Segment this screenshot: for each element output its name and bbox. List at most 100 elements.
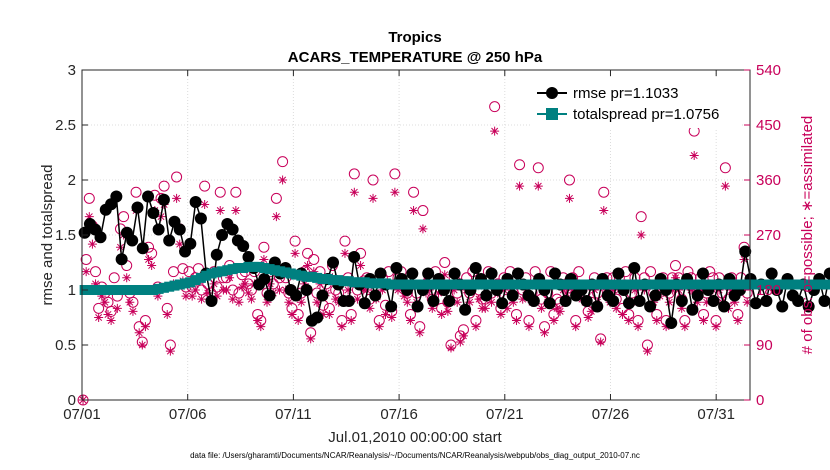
rmse-point	[348, 251, 361, 263]
totalspread-point	[465, 279, 476, 290]
obs-possible-point	[130, 186, 142, 198]
x-tick-label: 07/26	[592, 406, 630, 423]
totalspread-point	[528, 279, 539, 290]
totalspread-point	[84, 285, 95, 295]
obs-assimilated-point	[424, 285, 434, 295]
obs-assimilated-point	[393, 285, 403, 295]
obs-assimilated-point	[568, 285, 578, 295]
totalspread-point	[391, 279, 402, 290]
obs-assimilated-point	[680, 322, 690, 332]
totalspread-point	[121, 285, 132, 295]
totalspread-point	[185, 277, 196, 288]
totalspread-point	[407, 279, 418, 290]
totalspread-point	[106, 285, 117, 295]
obs-assimilated-point	[181, 291, 191, 301]
obs-assimilated-point	[243, 288, 253, 298]
obs-assimilated-point	[742, 297, 752, 307]
rmse-point	[131, 201, 144, 214]
totalspread-point	[412, 279, 423, 290]
obs-assimilated-point	[664, 297, 674, 307]
rmse-point	[591, 300, 604, 313]
totalspread-point	[322, 274, 333, 284]
obs-possible-point	[598, 186, 610, 198]
totalspread-point	[491, 279, 502, 290]
rmse-point	[136, 242, 149, 255]
obs-assimilated-point	[699, 316, 709, 326]
obs-possible-point	[563, 174, 575, 186]
rmse-point	[649, 289, 662, 302]
rmse-point	[374, 267, 387, 280]
obs-possible-point	[573, 266, 585, 278]
obs-assimilated-point	[381, 309, 391, 319]
obs-assimilated-point	[290, 248, 300, 258]
obs-possible-point	[214, 186, 226, 198]
obs-assimilated-point	[387, 313, 397, 322]
totalspread-point	[370, 278, 381, 289]
obs-assimilated-point	[677, 303, 687, 313]
y-tick-label: 1.5	[55, 227, 76, 244]
totalspread-point	[169, 280, 180, 291]
obs-assimilated-point	[508, 297, 518, 307]
obs-assimilated-point	[727, 285, 737, 295]
obs-possible-point	[277, 156, 289, 168]
rmse-point	[385, 300, 398, 313]
y-axis-label: rmse and totalspread	[39, 165, 56, 306]
obs-assimilated-point	[670, 273, 680, 283]
rmse-point	[205, 295, 218, 307]
x-tick-label: 07/11	[275, 406, 311, 423]
obs-assimilated-point	[368, 193, 378, 203]
y-right-axis-label: # of obs: o=possible; ∗=assimilated	[799, 116, 816, 355]
obs-possible-point	[118, 211, 130, 223]
obs-assimilated-point	[162, 309, 172, 319]
y-right-tick-label: 270	[756, 227, 781, 244]
rmse-point	[511, 267, 524, 280]
obs-assimilated-point	[91, 279, 101, 289]
totalspread-point	[639, 279, 650, 290]
rmse-point	[691, 289, 704, 302]
obs-assimilated-point	[571, 322, 581, 332]
totalspread-point	[444, 279, 455, 290]
totalspread-point	[523, 279, 534, 290]
chart-title: Tropics	[388, 29, 441, 46]
rmse-point	[480, 289, 493, 302]
totalspread-point	[164, 281, 175, 292]
obs-assimilated-point	[231, 206, 241, 216]
obs-assimilated-point	[502, 303, 512, 313]
totalspread-point	[576, 279, 587, 290]
obs-assimilated-point	[253, 316, 263, 326]
totalspread-point	[402, 279, 413, 290]
totalspread-series	[79, 261, 830, 295]
obs-assimilated-point	[446, 343, 456, 353]
totalspread-point	[724, 279, 735, 290]
totalspread-point	[296, 270, 307, 281]
obs-assimilated-point	[499, 285, 509, 295]
obs-assimilated-point	[147, 261, 157, 271]
obs-assimilated-point	[200, 199, 210, 209]
rmse-point	[459, 303, 472, 316]
totalspread-point	[560, 279, 571, 290]
obs-assimilated-point	[689, 151, 699, 161]
totalspread-point	[90, 285, 101, 295]
totalspread-point	[761, 279, 772, 290]
obs-assimilated-point	[128, 306, 138, 316]
obs-assimilated-point	[409, 206, 419, 216]
rmse-point	[342, 295, 355, 307]
obs-assimilated-point	[94, 313, 104, 322]
totalspread-point	[824, 279, 830, 290]
rmse-point	[506, 289, 519, 302]
obs-assimilated-point	[402, 297, 412, 307]
totalspread-point	[428, 279, 439, 290]
totalspread-point	[349, 277, 360, 288]
totalspread-point	[750, 279, 761, 290]
obs-possible-point	[90, 266, 102, 278]
obs-assimilated-point	[309, 267, 319, 277]
obs-assimilated-point	[480, 303, 490, 313]
totalspread-point	[671, 279, 682, 290]
rmse-point	[157, 193, 170, 206]
y-right-tick-label: 540	[756, 62, 781, 79]
obs-assimilated-point	[642, 346, 652, 356]
rmse-point	[427, 295, 440, 307]
obs-assimilated-point	[225, 273, 235, 283]
totalspread-point	[343, 276, 354, 287]
y-tick-label: 2	[68, 172, 76, 189]
